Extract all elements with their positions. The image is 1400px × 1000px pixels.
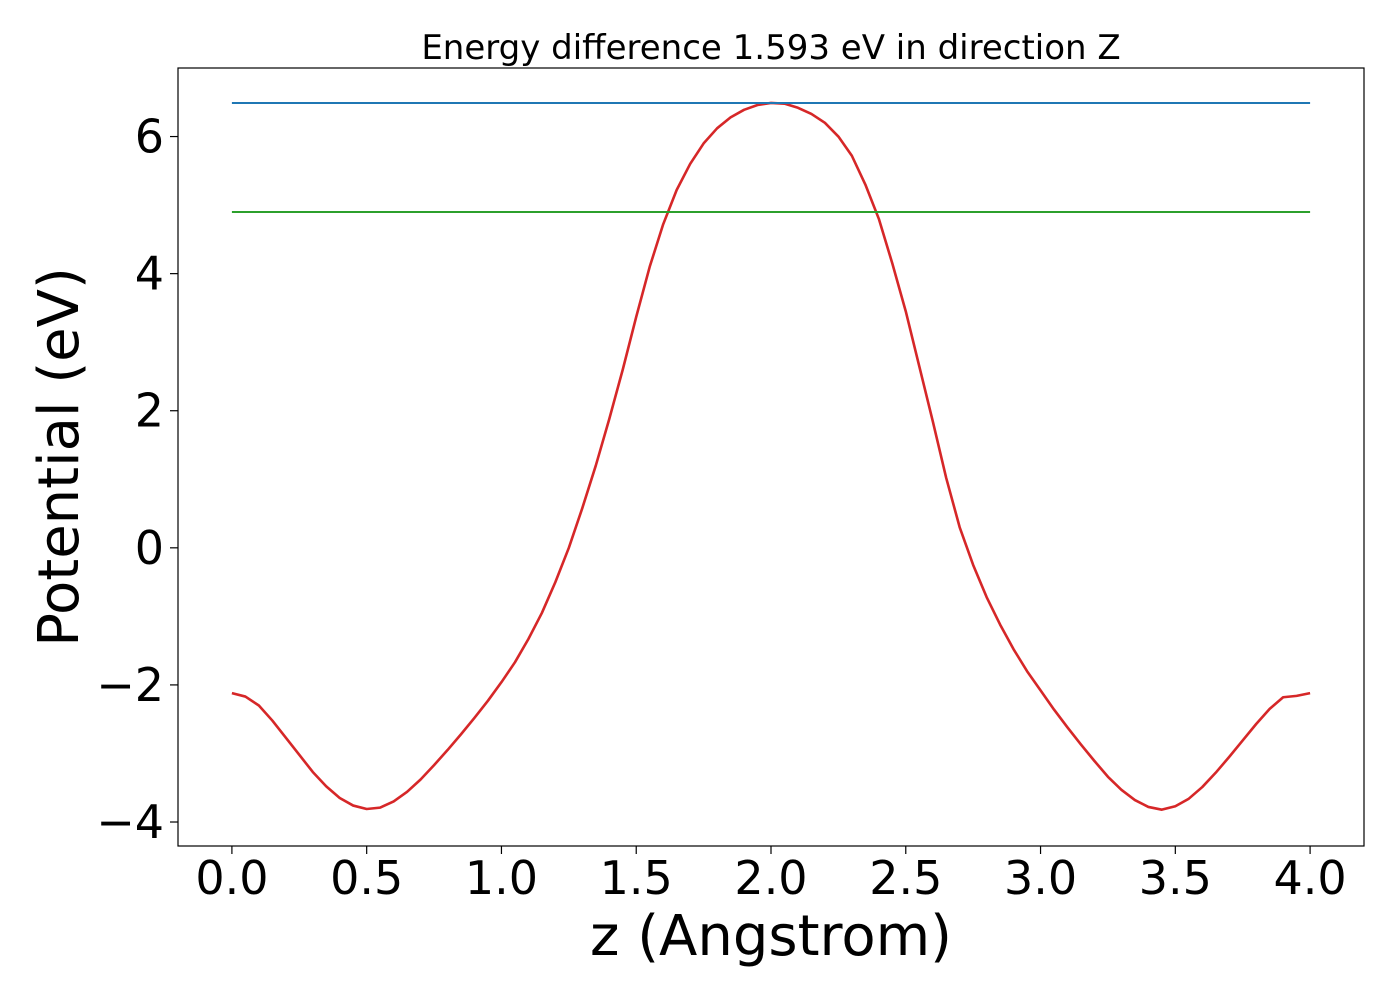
- chart-title: Energy difference 1.593 eV in direction …: [421, 28, 1120, 68]
- x-tick-label: 2.0: [734, 851, 807, 905]
- y-tick-label: 4: [135, 247, 164, 301]
- y-tick-label: 6: [135, 110, 164, 164]
- y-tick-label: −4: [96, 795, 164, 849]
- y-tick-label: 2: [135, 384, 164, 438]
- x-axis: 0.0 0.5 1.0 1.5 2.0 2.5 3.0 3.5 4.0: [195, 846, 1347, 905]
- x-tick-label: 0.0: [195, 851, 268, 905]
- x-tick-label: 1.5: [600, 851, 673, 905]
- y-axis-title: Potential (eV): [27, 267, 92, 647]
- x-tick-label: 3.5: [1139, 851, 1212, 905]
- x-axis-title: z (Angstrom): [590, 904, 952, 969]
- x-tick-label: 2.5: [869, 851, 942, 905]
- plot-frame: [177, 67, 1365, 847]
- y-tick-label: 0: [135, 521, 164, 575]
- x-tick-label: 4.0: [1274, 851, 1347, 905]
- y-axis: −4 −2 0 2 4 6: [96, 110, 178, 849]
- x-tick-label: 3.0: [1004, 851, 1077, 905]
- x-tick-label: 0.5: [330, 851, 403, 905]
- plot-series: [231, 101, 1311, 811]
- x-tick-label: 1.0: [465, 851, 538, 905]
- y-tick-label: −2: [96, 658, 164, 712]
